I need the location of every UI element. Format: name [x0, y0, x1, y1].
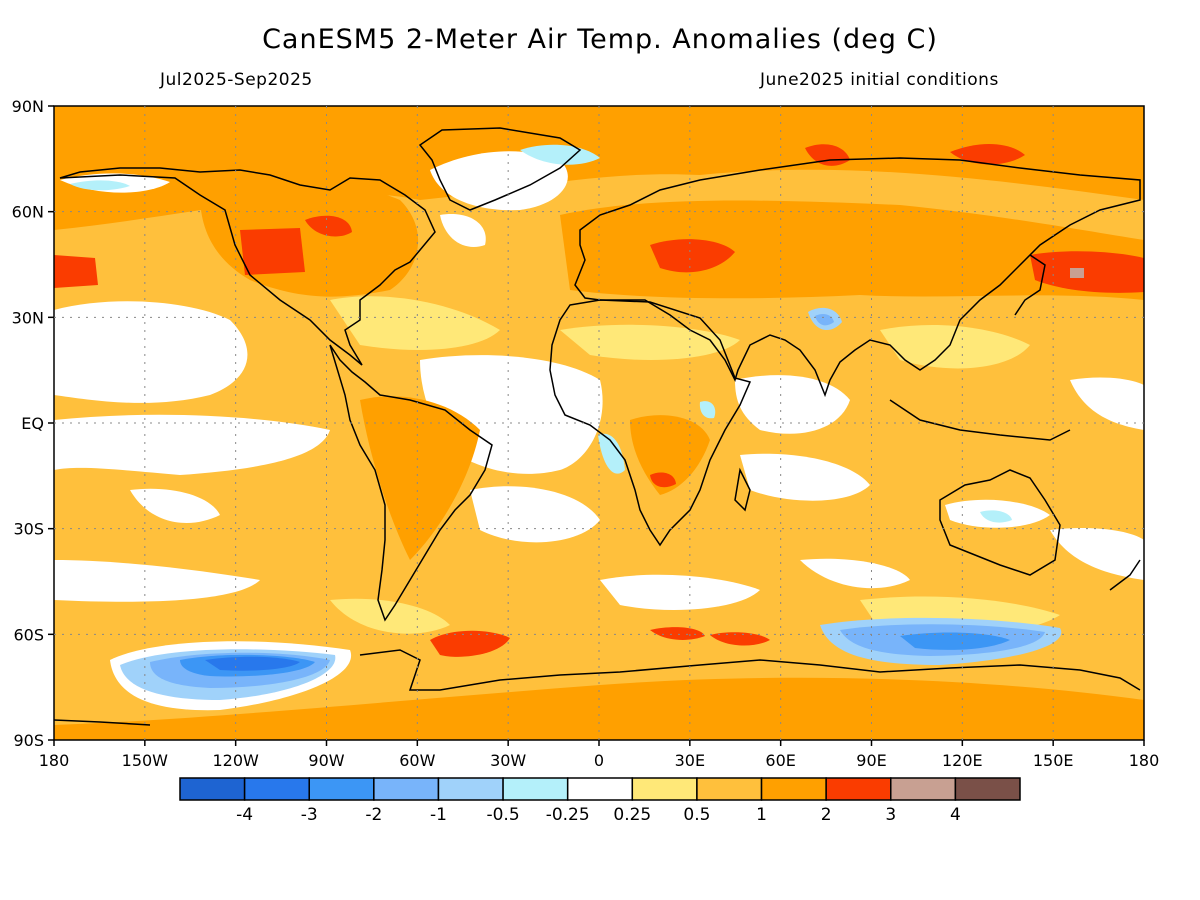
colorbar-label: -2 — [365, 805, 382, 825]
colorbar-label: -0.5 — [486, 805, 519, 825]
lat-tick-label: EQ — [21, 414, 44, 433]
lon-tick-label: 60E — [765, 751, 795, 770]
colorbar-swatch — [308, 777, 375, 801]
lon-tick-label: 150E — [1033, 751, 1074, 770]
colorbar-swatch — [502, 777, 569, 801]
colorbar-label: 3 — [885, 805, 896, 825]
longitude-axis: 180 150W 120W 90W 60W 30W 0 30E 60E 90E 120E 150E 18… — [39, 740, 1160, 770]
lon-tick-label: 30E — [675, 751, 705, 770]
lat-tick-label: 90N — [12, 97, 44, 116]
colorbar-label: 4 — [950, 805, 961, 825]
map-title: CanESM5 2-Meter Air Temp. Anomalies (deg… — [262, 24, 938, 55]
colorbar-label: 2 — [821, 805, 832, 825]
lon-tick-label: 180 — [39, 751, 70, 770]
colorbar-swatch — [954, 777, 1021, 801]
colorbar-swatch — [437, 777, 504, 801]
lon-tick-label: 120W — [212, 751, 259, 770]
lon-tick-label: 90W — [308, 751, 344, 770]
colorbar-swatch — [696, 777, 763, 801]
colorbar-label: 0.25 — [613, 805, 651, 825]
colorbar-swatch — [179, 777, 246, 801]
colorbar-swatch — [631, 777, 698, 801]
lat-tick-label: 60N — [12, 203, 44, 222]
colorbar-label: 0.5 — [683, 805, 710, 825]
lon-tick-label: 0 — [594, 751, 604, 770]
colorbar-swatch — [890, 777, 957, 801]
lat-tick-label: 90S — [13, 731, 44, 750]
lon-tick-label: 90E — [856, 751, 886, 770]
colorbar: -4 -3 -2 -1 -0.5 -0.25 0.25 0.5 1 2 3 4 — [179, 777, 1021, 825]
lon-tick-label: 150W — [122, 751, 169, 770]
colorbar-swatch — [566, 777, 634, 801]
forecast-period: Jul2025-Sep2025 — [160, 70, 313, 90]
colorbar-swatch — [243, 777, 310, 801]
colorbar-label: -4 — [236, 805, 253, 825]
lon-tick-label: 180 — [1129, 751, 1160, 770]
lon-tick-label: 60W — [399, 751, 435, 770]
lat-tick-label: 60S — [13, 625, 44, 644]
colorbar-label: -3 — [301, 805, 318, 825]
latitude-axis: 90N 60N 30N EQ 30S 60S 90S — [12, 97, 54, 750]
colorbar-label: -1 — [430, 805, 447, 825]
lat-tick-label: 30S — [13, 520, 44, 539]
colorbar-swatch — [825, 777, 892, 801]
coastlines — [54, 127, 1141, 726]
lon-tick-label: 30W — [490, 751, 526, 770]
colorbar-label: 1 — [756, 805, 767, 825]
lon-tick-label: 120E — [942, 751, 983, 770]
initial-conditions: June2025 initial conditions — [760, 70, 999, 90]
colorbar-label: -0.25 — [546, 805, 590, 825]
lat-tick-label: 30N — [12, 308, 44, 327]
colorbar-swatch — [373, 777, 440, 801]
colorbar-swatch — [760, 777, 827, 801]
gridlines — [54, 106, 1144, 740]
